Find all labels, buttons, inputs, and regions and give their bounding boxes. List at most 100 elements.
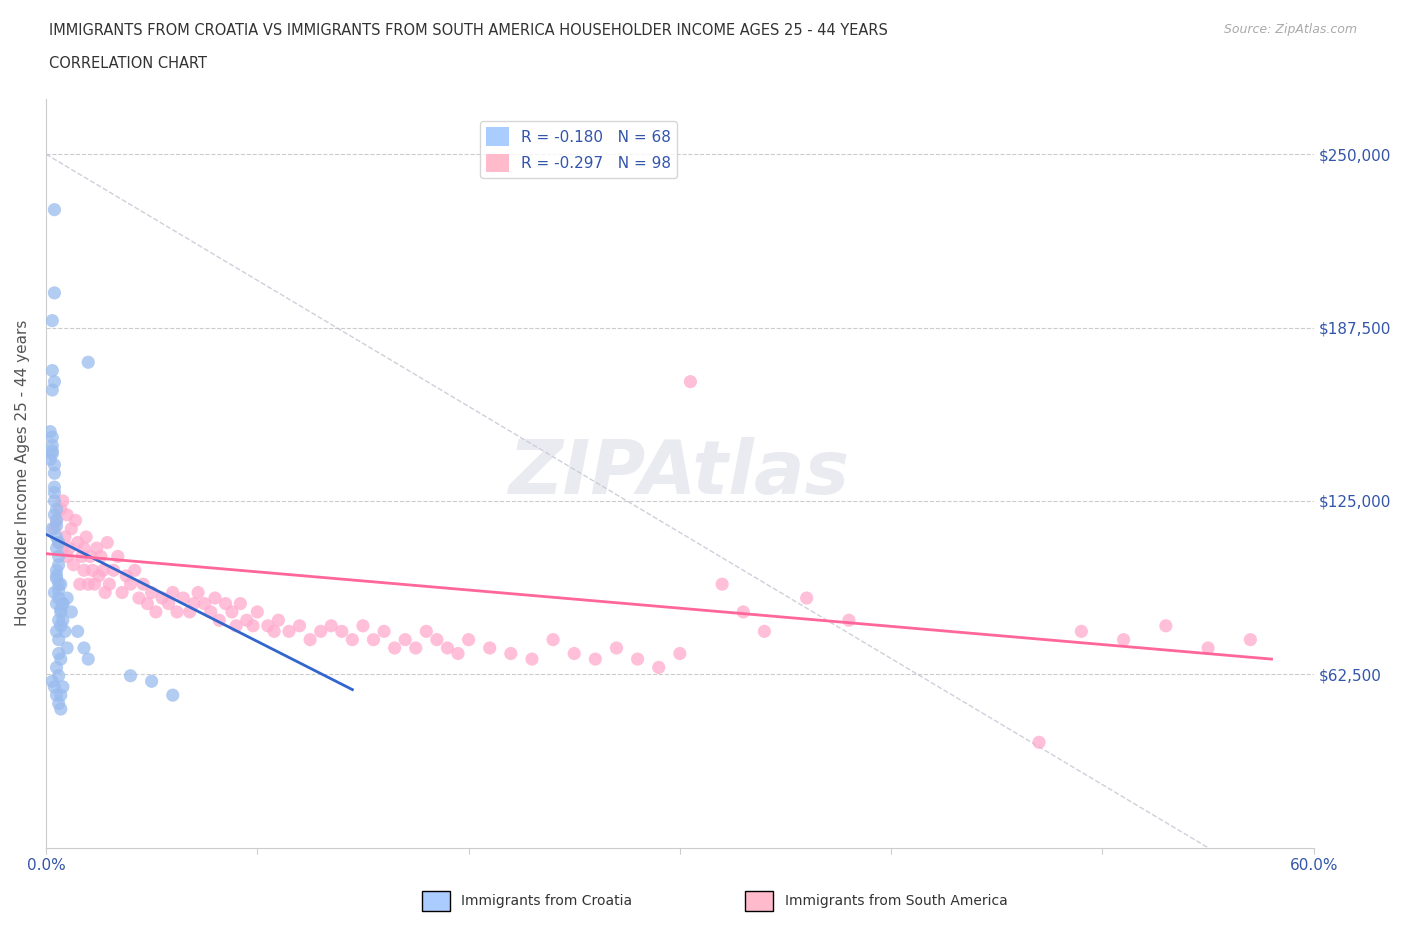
Point (79, 549, 101, 564)
Point (405, 641, 427, 656)
Text: Source: ZipAtlas.com: Source: ZipAtlas.com (1223, 23, 1357, 36)
Point (1028, 735, 1050, 750)
Point (77, 577, 100, 591)
Point (145, 604, 167, 619)
Point (394, 632, 416, 647)
Point (426, 632, 449, 647)
Point (115, 568, 138, 583)
Point (45, 563, 67, 578)
Point (45, 687, 67, 702)
Point (267, 613, 290, 628)
Point (58, 540, 80, 555)
Point (49, 701, 72, 716)
Point (73, 540, 96, 555)
Text: Immigrants from Croatia: Immigrants from Croatia (461, 894, 633, 909)
Point (73, 641, 96, 656)
Point (229, 596, 252, 611)
Point (330, 624, 353, 639)
Point (41, 446, 63, 461)
Point (321, 618, 343, 633)
Point (45, 502, 67, 517)
Point (796, 591, 818, 605)
Point (45, 540, 67, 555)
Point (96, 535, 118, 550)
Point (447, 646, 470, 661)
Point (733, 604, 755, 619)
Point (562, 646, 585, 661)
Point (1154, 618, 1177, 633)
Point (62, 557, 84, 572)
Point (52, 494, 75, 509)
Point (41, 674, 63, 689)
Point (52, 540, 75, 555)
Point (45, 660, 67, 675)
Point (373, 624, 395, 639)
Point (41, 313, 63, 328)
Point (39, 424, 62, 439)
Point (86, 540, 108, 555)
Point (53, 624, 76, 639)
Point (49, 502, 72, 517)
Point (45, 571, 67, 586)
Point (648, 660, 671, 675)
Point (166, 604, 188, 619)
Point (499, 646, 522, 661)
Point (128, 591, 150, 605)
Point (541, 632, 564, 647)
Point (107, 549, 129, 564)
Point (45, 624, 67, 639)
Point (103, 563, 125, 578)
Point (48, 577, 70, 591)
Point (44, 374, 66, 389)
Point (41, 430, 63, 445)
Point (309, 624, 332, 639)
Point (520, 652, 543, 667)
Point (44, 202, 66, 217)
Point (39, 452, 62, 467)
Point (52, 596, 75, 611)
Point (49, 687, 72, 702)
Point (48, 591, 70, 605)
Point (56, 591, 79, 605)
Point (711, 577, 734, 591)
Point (69, 577, 91, 591)
Point (66, 624, 89, 639)
Point (45, 596, 67, 611)
Point (41, 444, 63, 458)
Point (183, 596, 205, 611)
Point (90, 549, 112, 564)
Point (342, 632, 364, 647)
Point (44, 458, 66, 472)
Point (91, 563, 114, 578)
Point (754, 624, 776, 639)
Point (87, 568, 110, 583)
Point (436, 641, 458, 656)
Point (66, 535, 89, 550)
Point (48, 669, 70, 684)
Point (478, 641, 501, 656)
Point (225, 618, 247, 633)
Point (49, 577, 72, 591)
Point (94, 585, 117, 600)
Point (157, 596, 180, 611)
Text: Immigrants from South America: Immigrants from South America (785, 894, 1007, 909)
Point (1197, 641, 1219, 656)
Point (60, 521, 83, 536)
Point (384, 641, 406, 656)
Point (235, 613, 257, 628)
Point (124, 563, 146, 578)
Point (44, 466, 66, 481)
Point (221, 604, 243, 619)
Point (838, 613, 860, 628)
Point (352, 618, 374, 633)
Point (52, 613, 75, 628)
Point (41, 521, 63, 536)
Point (48, 646, 70, 661)
Point (77, 652, 100, 667)
Point (45, 513, 67, 528)
Point (44, 680, 66, 695)
Point (98, 577, 121, 591)
Point (56, 641, 79, 656)
Point (49, 602, 72, 617)
Point (193, 596, 215, 611)
